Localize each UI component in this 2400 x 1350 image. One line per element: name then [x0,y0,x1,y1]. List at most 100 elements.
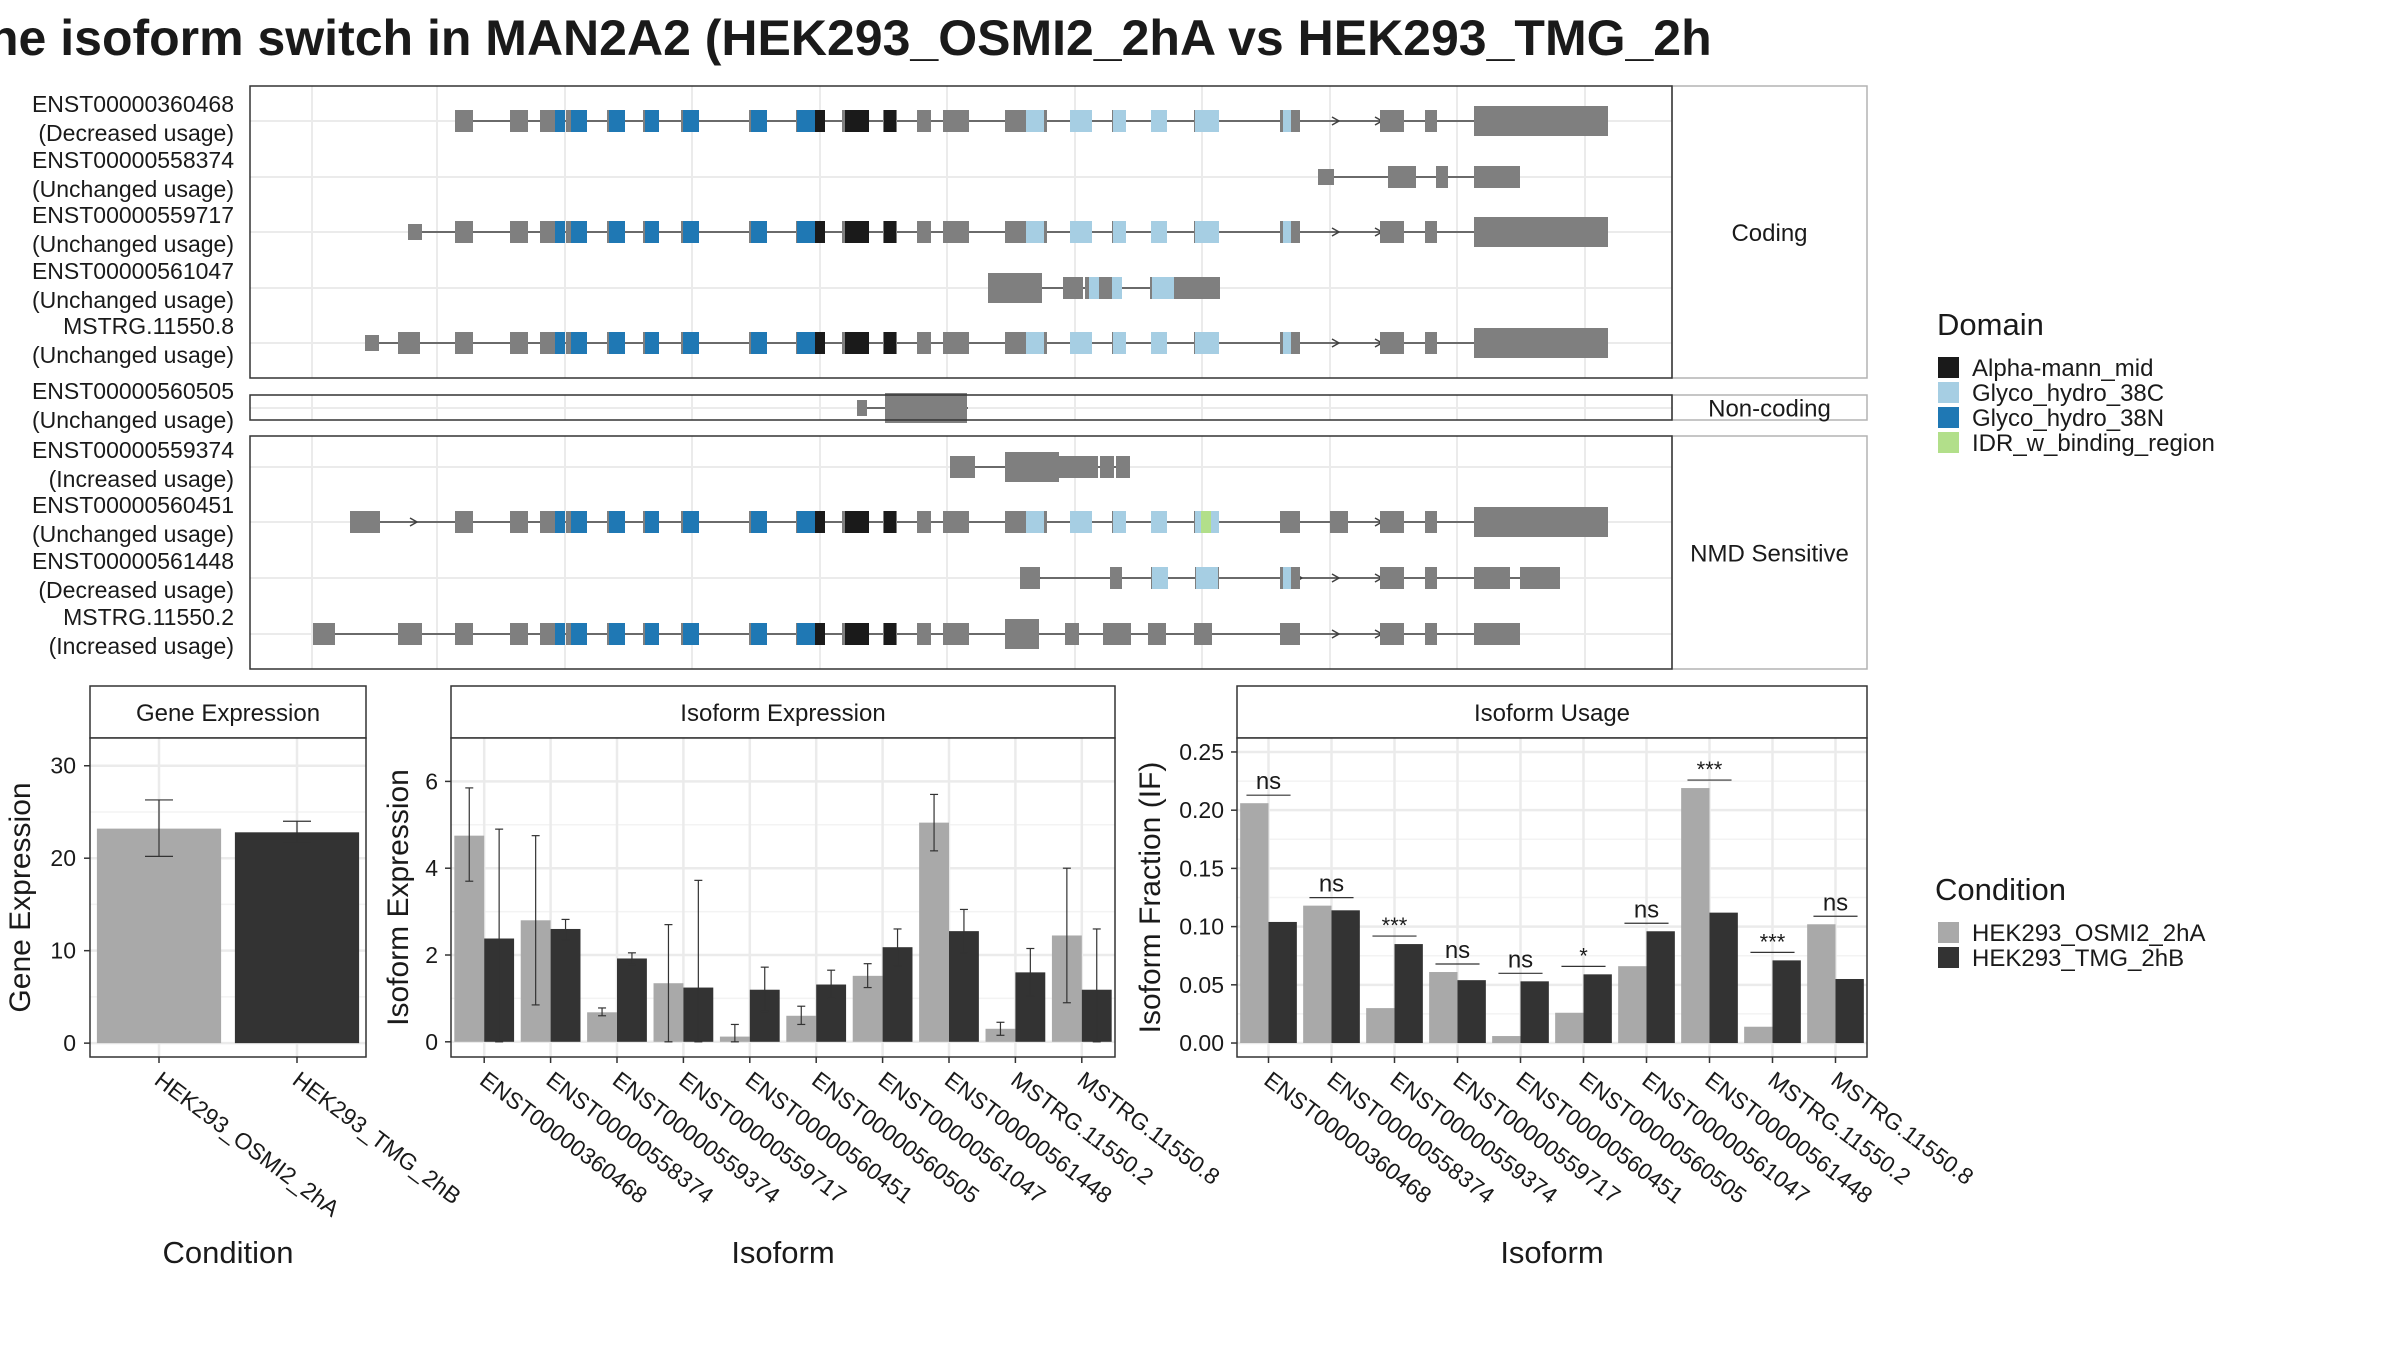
exon [885,393,967,423]
plot-border [89,737,367,1058]
domain [609,332,625,354]
y-axis-title: Gene Expression [4,782,37,1012]
domain [815,332,825,354]
domain [645,623,659,645]
domain [1283,567,1291,589]
legend-key-tmg [1938,947,1959,968]
bar-charts: Gene ExpressionHEK293_OSMI2_2hAHEK293_TM… [4,685,1979,1270]
domain [1070,110,1092,132]
domain [1283,110,1291,132]
exon [1005,452,1059,482]
domain [1112,277,1122,299]
domain [645,511,659,533]
domain [751,623,767,645]
exon [988,273,1042,303]
bar [1807,924,1836,1044]
exon [510,623,528,645]
strand-arrow [1331,338,1341,348]
transcript-usage-label: (Decreased usage) [38,577,234,603]
exon [1520,567,1560,589]
domain [1070,332,1092,354]
exon [1180,277,1220,299]
exon [455,221,473,243]
domain [683,511,699,533]
exon [1005,619,1039,649]
domain [1152,277,1174,299]
exon [1474,106,1608,136]
exon [857,400,867,416]
domain [884,221,896,243]
significance-label: ns [1256,768,1281,795]
bar [1492,1036,1521,1044]
condition-legend-title: Condition [1935,872,2066,907]
significance-label: ns [1319,871,1344,898]
domain [1113,110,1126,132]
domain [645,110,659,132]
transcript-id-label: ENST00000560451 [32,492,234,518]
domain [683,110,699,132]
bar [1520,981,1549,1044]
domain [1151,221,1167,243]
exon [1400,166,1416,188]
domain [1070,511,1092,533]
exon [917,221,931,243]
exon [1280,623,1300,645]
legend-label-osmi2: HEK293_OSMI2_2hA [1972,920,2205,947]
figure-title: ne isoform switch in MAN2A2 (HEK293_OSMI… [0,10,1712,66]
exon [1065,623,1079,645]
transcript-row: ENST00000558374 (Unchanged usage) [32,147,1520,202]
exon [1030,567,1040,589]
transcript-usage-label: (Unchanged usage) [32,287,234,313]
transcript-usage-label: (Increased usage) [49,466,234,492]
y-tick-label: 6 [425,768,438,794]
bar [1583,974,1612,1044]
bar [1681,788,1710,1044]
y-tick-label: 2 [425,942,438,968]
transcript-row: ENST00000560451 (Unchanged usage) [32,492,1608,547]
exon [1474,507,1608,537]
significance-label: *** [1382,913,1408,938]
exon [1330,511,1348,533]
transcript-row: MSTRG.11550.2 (Increased usage) [49,604,1520,659]
legend-label-glyco-hydro-38c: Glyco_hydro_38C [1972,380,2164,407]
legend-label-idr-w-binding-region: IDR_w_binding_region [1972,430,2215,457]
exon [1005,511,1029,533]
domain [1201,511,1211,533]
exon [943,110,969,132]
strand-arrow [1331,573,1341,583]
exon [917,110,931,132]
domain [555,221,565,243]
domain [845,221,869,243]
exon [1425,511,1437,533]
facet-strip [1671,85,1868,379]
domain [555,332,565,354]
significance-label: * [1579,943,1588,968]
x-axis-title: Isoform [1500,1235,1603,1270]
bar [1555,1012,1584,1044]
transcript-row: ENST00000360468 (Decreased usage) [32,91,1608,146]
domain [1195,332,1219,354]
transcript-row: ENST00000559717 (Unchanged usage) [32,202,1608,257]
exon [1116,456,1130,478]
domain [815,511,825,533]
bar [1646,931,1675,1044]
exon [1425,221,1437,243]
chart-2: Isoform ExpressionENST00000360468ENST000… [382,685,1225,1270]
domain [751,332,767,354]
exon [1280,511,1300,533]
exon [398,623,422,645]
strand-arrow [409,517,419,527]
bar [1394,944,1423,1044]
transcript-id-label: ENST00000561448 [32,548,234,574]
chart-title: Gene Expression [136,700,320,727]
bar [1457,980,1486,1044]
domain [797,221,815,243]
exon [943,332,969,354]
exon [917,511,931,533]
bar [1744,1026,1773,1044]
y-axis-title: Isoform Expression [382,769,415,1026]
facet-border [249,435,1673,670]
exon [1318,169,1334,185]
exon [1474,567,1502,589]
